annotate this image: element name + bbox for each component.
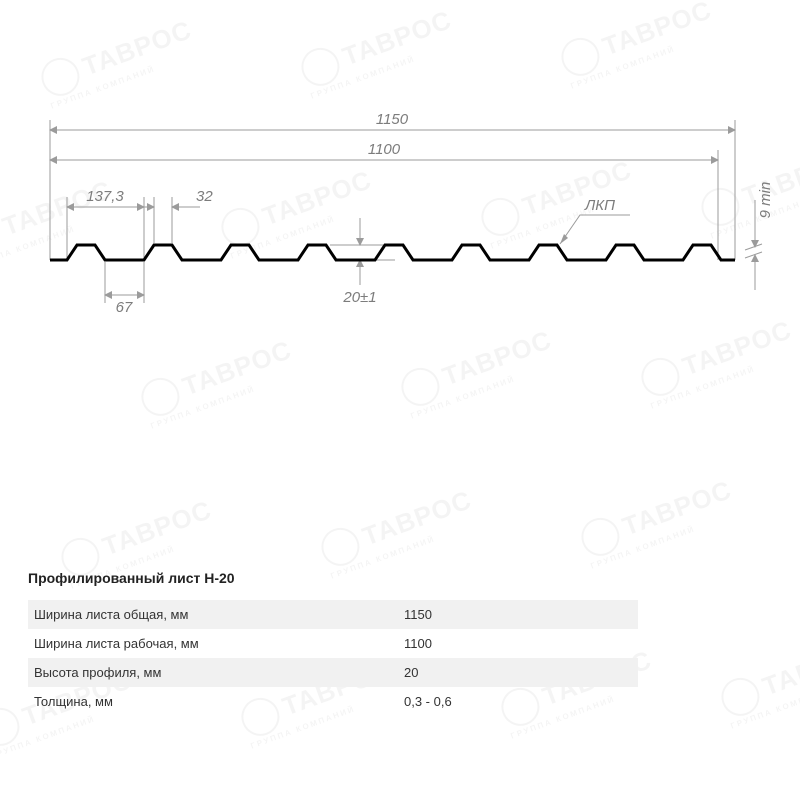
spec-label: Ширина листа рабочая, мм [34, 636, 404, 651]
leader-lkp-arrow [560, 234, 568, 244]
spec-title: Профилированный лист Н-20 [28, 570, 638, 586]
lkp-label: ЛКП [584, 197, 615, 214]
dim-pitch-label: 137,3 [86, 188, 124, 205]
spec-row: Ширина листа рабочая, мм 1100 [28, 629, 638, 658]
spec-value: 0,3 - 0,6 [404, 694, 628, 709]
spec-label: Толщина, мм [34, 694, 404, 709]
dim-height-label: 20±1 [342, 289, 376, 306]
dim-top-label: 32 [196, 188, 213, 205]
spec-row: Толщина, мм 0,3 - 0,6 [28, 687, 638, 716]
spec-label: Ширина листа общая, мм [34, 607, 404, 622]
spec-label: Высота профиля, мм [34, 665, 404, 680]
dim-bottom-label: 67 [116, 299, 133, 316]
overlap-tick-1 [745, 244, 762, 250]
spec-row: Ширина листа общая, мм 1150 [28, 600, 638, 629]
spec-value: 1150 [404, 607, 628, 622]
overlap-tick-2 [745, 252, 762, 258]
spec-row: Высота профиля, мм 20 [28, 658, 638, 687]
profile-polyline [50, 245, 735, 260]
dim-working-label: 1100 [368, 141, 401, 158]
dim-9min-label: 9 min [757, 182, 774, 219]
spec-table: Ширина листа общая, мм 1150 Ширина листа… [28, 600, 638, 716]
spec-value: 20 [404, 665, 628, 680]
spec-value: 1100 [404, 636, 628, 651]
dim-overall-label: 1150 [376, 111, 409, 128]
profile-diagram: 1150 1100 137,3 32 67 20±1 ЛКП 9 min [0, 0, 800, 450]
leader-lkp [560, 215, 630, 244]
spec-section: Профилированный лист Н-20 Ширина листа о… [28, 570, 638, 716]
diagram-svg: 1150 1100 137,3 32 67 20±1 ЛКП 9 min [0, 0, 800, 360]
